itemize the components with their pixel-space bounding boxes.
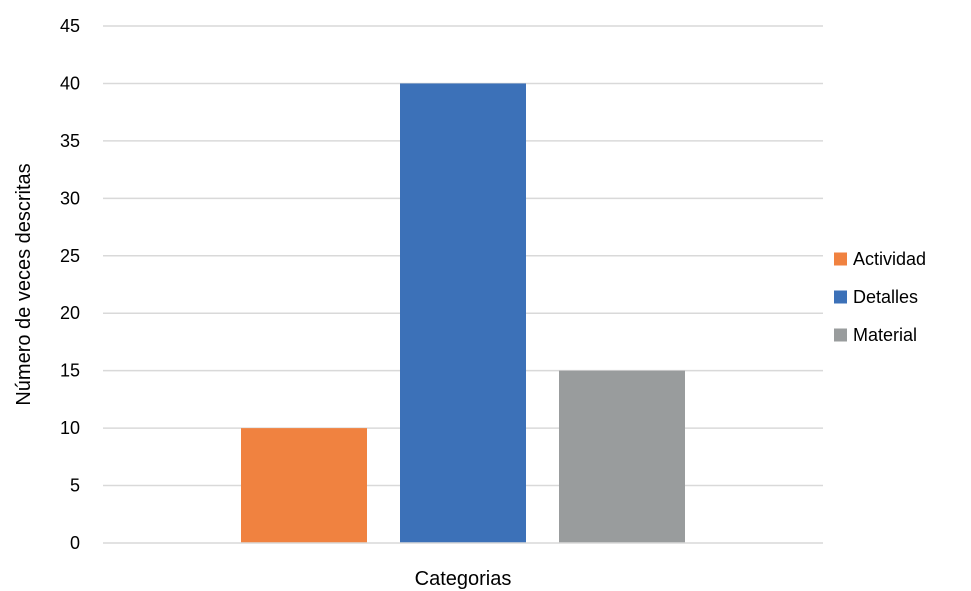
legend-label-actividad: Actividad [853, 249, 926, 269]
y-tick-label: 35 [60, 131, 80, 151]
y-tick-label: 25 [60, 246, 80, 266]
bar-detalles [400, 83, 526, 543]
y-tick-label: 45 [60, 16, 80, 36]
x-axis-title: Categorias [415, 568, 512, 590]
legend-swatch-material [834, 328, 847, 342]
legend-label-material: Material [853, 325, 917, 345]
y-tick-label: 0 [70, 533, 80, 553]
y-tick-label: 5 [70, 476, 80, 496]
y-tick-label: 10 [60, 418, 80, 438]
legend-swatch-detalles [834, 290, 847, 304]
y-tick-label: 20 [60, 303, 80, 323]
legend: Actividad Detalles Material [834, 249, 926, 345]
y-tick-label: 40 [60, 73, 80, 93]
y-axis-title: Número de veces descritas [13, 163, 35, 405]
y-axis-ticks: 0 5 10 15 20 25 30 35 40 45 [60, 16, 80, 553]
bar-material [559, 370, 685, 543]
legend-label-detalles: Detalles [853, 287, 918, 307]
y-tick-label: 30 [60, 188, 80, 208]
legend-swatch-actividad [834, 252, 847, 266]
bars [241, 83, 685, 543]
y-tick-label: 15 [60, 361, 80, 381]
bar-actividad [241, 428, 367, 543]
